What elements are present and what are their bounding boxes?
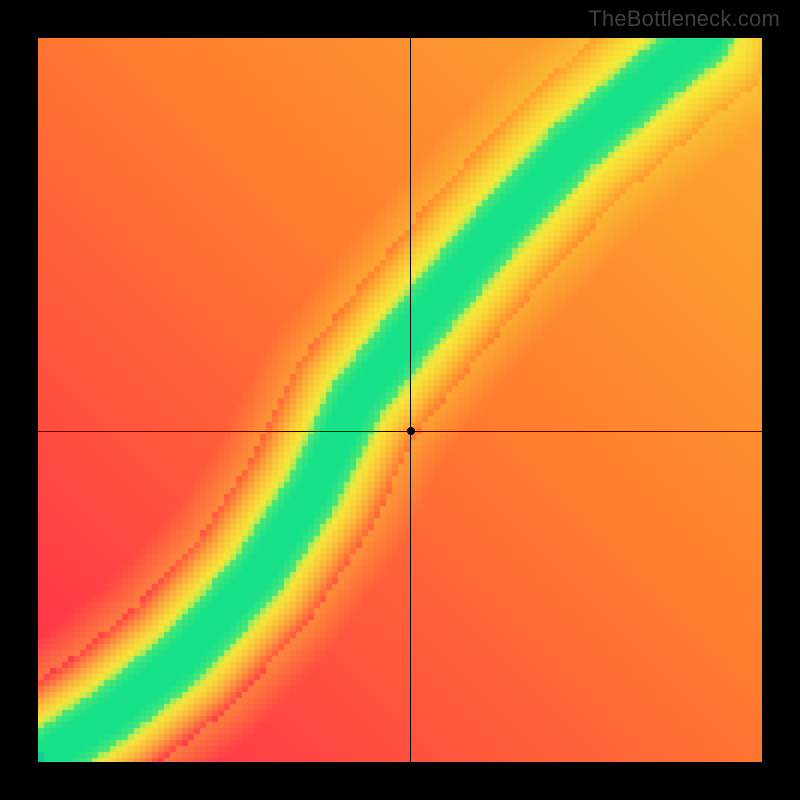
chart-frame: TheBottleneck.com	[0, 0, 800, 800]
marker-dot	[407, 427, 415, 435]
crosshair-horizontal	[38, 431, 762, 432]
watermark-text: TheBottleneck.com	[588, 6, 780, 32]
crosshair-vertical	[410, 38, 411, 762]
heatmap-plot	[38, 38, 762, 762]
heatmap-canvas	[38, 38, 762, 762]
